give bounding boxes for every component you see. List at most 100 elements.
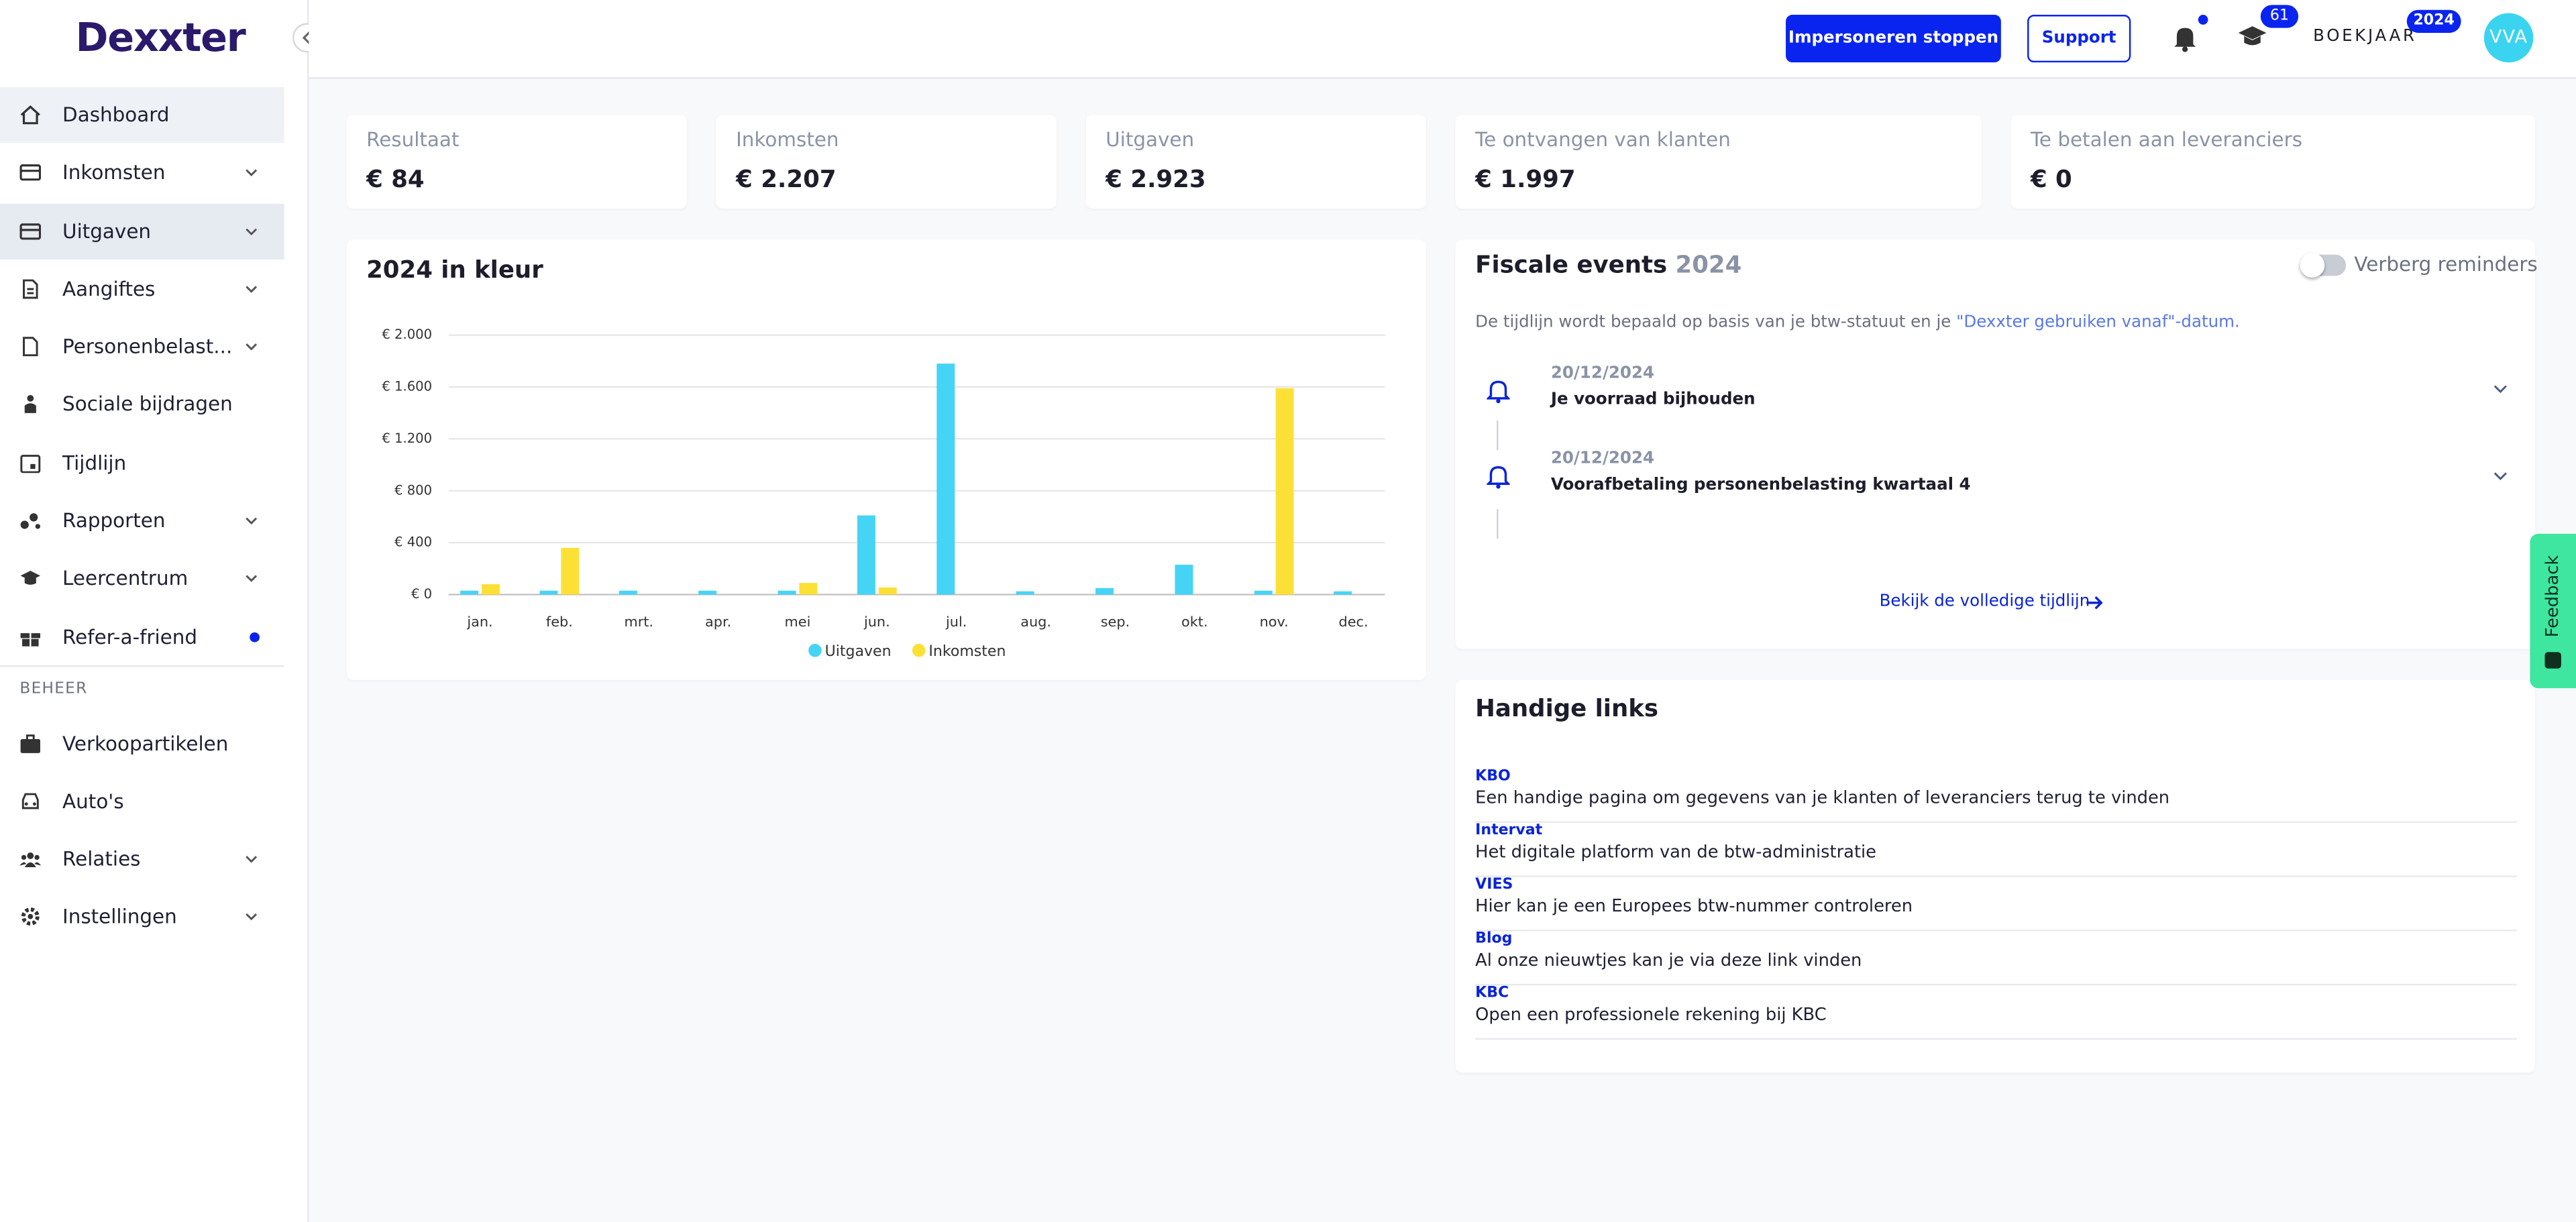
nav-item[interactable]: Auto's <box>0 773 284 829</box>
nav-label: Uitgaven <box>62 220 152 243</box>
x-tick-label: sep. <box>1101 614 1130 630</box>
courses-icon[interactable] <box>2238 25 2267 50</box>
link-description: Open een professionele rekening bij KBC <box>1475 1005 1827 1025</box>
timeline-line <box>1497 509 1499 539</box>
divider <box>1475 930 2517 932</box>
x-tick-label: feb. <box>546 614 573 630</box>
nav-label: Verkoopartikelen <box>62 732 229 756</box>
nav-label: Tijdlijn <box>62 451 127 475</box>
chart-card: 2024 in kleur € 0 € 400 € 800 € 1.200 € 1.60… <box>346 239 1426 680</box>
kpi-value: € 2.923 <box>1106 167 1206 194</box>
nav-label: Aangiftes <box>62 277 156 301</box>
link-name[interactable]: KBO <box>1475 769 1511 785</box>
bar <box>878 587 897 595</box>
bar <box>460 590 479 595</box>
nav-label: Dashboard <box>62 103 170 127</box>
logo[interactable]: Dexxter <box>75 15 246 61</box>
bar <box>1334 591 1352 595</box>
divider <box>1475 1038 2517 1040</box>
link-name[interactable]: KBC <box>1475 985 1509 1002</box>
y-tick-label: € 1.600 <box>382 378 432 394</box>
notification-dot <box>250 632 260 643</box>
nav-item[interactable]: Rapporten <box>0 493 284 549</box>
kpi-label: Inkomsten <box>736 128 839 152</box>
nav-label: Refer-a-friend <box>62 626 198 649</box>
toggle-knob <box>2300 253 2325 278</box>
link-name[interactable]: VIES <box>1475 877 1513 894</box>
nav-item[interactable]: Aangiftes <box>0 261 284 317</box>
bar <box>799 583 818 595</box>
divider <box>0 665 284 667</box>
kpi-label: Te betalen aan leveranciers <box>2030 128 2303 152</box>
nav-item[interactable]: Leercentrum <box>0 550 284 606</box>
arrow-icon[interactable] <box>2085 595 2104 611</box>
link-name[interactable]: Blog <box>1475 931 1513 948</box>
kpi-card: Inkomsten € 2.207 <box>716 115 1057 209</box>
y-tick-label: € 0 <box>411 586 432 602</box>
avatar[interactable]: VVA <box>2483 13 2534 63</box>
bar <box>539 590 558 595</box>
nav-item[interactable]: Dashboard <box>0 87 284 144</box>
event-title[interactable]: Voorafbetaling personenbelasting kwartaa… <box>1550 476 1971 495</box>
nav-item[interactable]: Sociale bijdragen <box>0 376 284 432</box>
kpi-label: Resultaat <box>366 128 460 152</box>
y-tick-label: € 1.200 <box>382 431 432 446</box>
kpi-value: € 0 <box>2030 167 2072 194</box>
x-tick-label: mei <box>785 614 811 630</box>
bar <box>481 584 500 595</box>
fiscal-title: Fiscale events 2024 <box>1475 253 1741 279</box>
nav-label: Auto's <box>62 789 124 814</box>
description-link[interactable]: "Dexxter gebruiken vanaf"-datum. <box>1956 313 2240 332</box>
kpi-card: Resultaat € 84 <box>346 115 687 209</box>
support-button[interactable]: Support <box>2027 15 2131 63</box>
nav-item[interactable]: Relaties <box>0 831 284 887</box>
notifications-icon[interactable] <box>2172 23 2198 52</box>
nav-label: Relaties <box>62 847 141 871</box>
timeline-line <box>1497 420 1499 451</box>
description-text: De tijdlijn wordt bepaald op basis van j… <box>1475 313 1951 332</box>
bell-icon <box>1487 466 1510 489</box>
kpi-card: Te ontvangen van klanten € 1.997 <box>1455 115 1982 209</box>
link-description: Een handige pagina om gegevens van je kl… <box>1475 788 2170 808</box>
link-name[interactable]: Intervat <box>1475 822 1543 840</box>
x-tick-label: jun. <box>863 614 890 630</box>
fiscal-year: 2024 <box>1675 253 1742 280</box>
event-title[interactable]: Je voorraad bijhouden <box>1550 390 1756 409</box>
link-description: Al onze nieuwtjes kan je via deze link v… <box>1475 950 1862 971</box>
toggle[interactable] <box>2300 253 2347 278</box>
bar <box>1095 588 1114 595</box>
bar <box>936 364 955 595</box>
bar <box>1016 591 1034 595</box>
legend-label: Uitgaven <box>825 643 892 660</box>
toggle-label: Verberg reminders <box>2354 253 2538 276</box>
nav-item[interactable]: Personenbelast... <box>0 319 284 374</box>
timeline-link[interactable]: Bekijk de volledige tijdlijn <box>1879 593 2090 612</box>
nav-item[interactable]: Uitgaven <box>0 203 284 260</box>
x-tick-label: apr. <box>705 614 731 630</box>
expand-icon[interactable] <box>2492 381 2508 397</box>
x-tick-label: nov. <box>1260 614 1289 630</box>
links-title: Handige links <box>1475 696 1659 723</box>
x-tick-label: mrt. <box>624 614 653 630</box>
feedback-tab[interactable]: Feedback <box>2530 533 2576 689</box>
link-description: Het digitale platform van de btw-adminis… <box>1475 842 1877 863</box>
divider <box>1475 875 2517 877</box>
nav-item[interactable]: Verkoopartikelen <box>0 716 284 772</box>
bar <box>561 547 580 595</box>
nav-item[interactable]: Instellingen <box>0 889 284 944</box>
expand-icon[interactable] <box>2492 468 2508 484</box>
legend-swatch <box>912 643 926 657</box>
link-description: Hier kan je een Europees btw-nummer cont… <box>1475 897 1913 917</box>
nav-label: Personenbelast... <box>62 335 233 358</box>
nav-item[interactable]: Refer-a-friend <box>0 610 284 665</box>
fiscal-description: De tijdlijn wordt bepaald op basis van j… <box>1475 311 2240 337</box>
kpi-card: Te betalen aan leveranciers € 0 <box>2010 115 2535 209</box>
fiscal-year-label[interactable]: BOEKJAAR <box>2313 27 2417 46</box>
nav-item[interactable]: Tijdlijn <box>0 435 284 491</box>
chart-title: 2024 in kleur <box>366 256 543 284</box>
stop-impersonation-button[interactable]: Impersoneren stoppen <box>1786 15 2001 63</box>
bar <box>698 590 717 595</box>
nav-item[interactable]: Inkomsten <box>0 145 284 201</box>
top-bar <box>309 0 2576 79</box>
